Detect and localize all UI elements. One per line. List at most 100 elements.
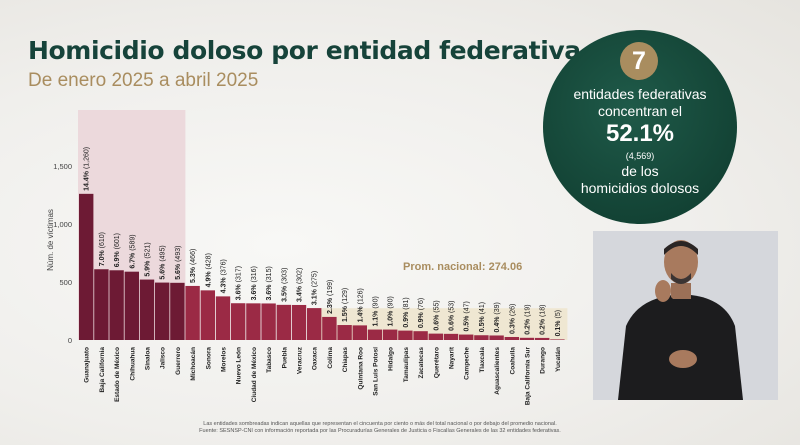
bar	[124, 271, 139, 340]
category-label: Sinaloa	[145, 347, 152, 371]
category-label: Tlaxcala	[479, 347, 486, 373]
interpreter-figure	[593, 231, 778, 400]
bar	[322, 316, 337, 340]
category-label: Querétaro	[433, 347, 440, 378]
bar	[489, 335, 504, 340]
bar-data-label: 0.1% (5)	[555, 310, 562, 336]
category-label: Zacatecas	[418, 347, 425, 379]
summary-line-4: homicidios dolosos	[580, 180, 700, 196]
summary-line-2: concentran el	[597, 103, 683, 119]
sign-language-interpreter-video	[593, 231, 778, 400]
bar-data-label: 5.9% (521)	[145, 242, 152, 276]
category-label: Ciudad de México	[251, 347, 258, 402]
bar-data-label: 0.5% (41)	[479, 302, 486, 332]
bar	[215, 296, 231, 340]
category-label: Sonora	[205, 347, 212, 370]
category-label: Aguascalientes	[494, 347, 501, 395]
bar	[383, 329, 398, 340]
category-label: Oaxaca	[312, 347, 319, 371]
bar	[535, 337, 550, 340]
bar	[155, 282, 170, 340]
bar-data-label: 4.3% (376)	[221, 259, 228, 293]
bar-data-label: 5.3% (466)	[190, 249, 197, 283]
category-label: Puebla	[281, 347, 288, 369]
category-label: Michoacán	[190, 347, 197, 381]
bar	[459, 334, 474, 340]
footnote-line-1: Las entidades sombreadas indican aquella…	[203, 421, 557, 427]
bar-data-label: 3.6% (317)	[236, 266, 243, 300]
bar-data-label: 4.9% (428)	[205, 253, 212, 287]
bar	[246, 303, 261, 340]
bar	[291, 304, 307, 340]
bar-data-label: 6.7% (589)	[129, 234, 136, 268]
bar-data-label: 0.4% (39)	[494, 302, 501, 332]
page-subtitle: De enero 2025 a abril 2025	[28, 70, 259, 91]
bar	[398, 330, 413, 340]
bar	[474, 335, 489, 340]
bar-data-label: 1.4% (126)	[357, 288, 364, 322]
category-label: Morelos	[221, 347, 228, 372]
bar-data-label: 0.6% (55)	[433, 300, 440, 330]
y-tick-label: 1,000	[53, 220, 72, 229]
category-label: Chihuahua	[129, 347, 136, 381]
category-label: Veracruz	[297, 346, 304, 374]
bar	[139, 279, 155, 340]
bar	[550, 339, 565, 340]
bar-data-label: 0.2% (19)	[525, 304, 532, 334]
category-label: Campeche	[464, 347, 471, 380]
category-label: Jalisco	[160, 347, 167, 369]
bar	[367, 329, 383, 340]
summary-line-3: de los	[621, 163, 659, 179]
category-label: Guerrero	[175, 347, 182, 375]
bar-data-label: 7.0% (610)	[99, 232, 106, 266]
bar	[109, 270, 124, 340]
page-title: Homicidio doloso por entidad federativa	[28, 36, 581, 65]
bar-data-label: 0.3% (26)	[509, 304, 516, 334]
bar	[261, 303, 276, 340]
category-label: Coahuila	[509, 347, 516, 375]
category-label: Yucatán	[555, 347, 562, 372]
category-label: Baja California	[99, 347, 106, 393]
bar	[94, 269, 109, 340]
bar	[307, 308, 322, 340]
bar	[276, 304, 291, 340]
bar	[79, 193, 94, 340]
bar-data-label: 0.6% (53)	[449, 300, 456, 330]
y-tick-label: 1,500	[53, 162, 72, 171]
category-label: Estado de México	[114, 347, 121, 402]
bar-data-label: 3.1% (275)	[312, 271, 319, 305]
y-axis-label: Núm. de víctimas	[46, 209, 55, 271]
category-label: San Luis Potosí	[373, 347, 380, 396]
category-label: Tamaulipas	[403, 347, 410, 383]
category-label: Baja California Sur	[525, 347, 532, 406]
category-label: Colima	[327, 347, 334, 369]
bar	[337, 325, 352, 340]
category-label: Chiapas	[342, 347, 349, 373]
summary-total: (4,569)	[625, 151, 655, 161]
bar	[428, 333, 443, 340]
bar-data-label: 3.4% (302)	[297, 268, 304, 302]
bar-data-label: 0.2% (18)	[540, 305, 547, 335]
bar	[352, 325, 367, 340]
bar	[413, 331, 428, 340]
bar-data-label: 5.6% (495)	[160, 245, 167, 279]
bar-data-label: 3.6% (316)	[251, 266, 258, 300]
summary-line-1: entidades federativas	[573, 86, 707, 102]
category-label: Guanajuato	[84, 347, 91, 383]
bar-data-label: 2.3% (199)	[327, 280, 334, 314]
category-label: Hidalgo	[388, 347, 395, 371]
bar	[200, 290, 215, 340]
bar-data-label: 1.5% (129)	[342, 288, 349, 322]
category-label: Durango	[540, 347, 547, 374]
footnote-line-2: Fuente: SESNSP-CNI con información repor…	[199, 428, 561, 434]
bar	[170, 282, 185, 340]
summary-percent: 52.1%	[605, 120, 675, 147]
bar	[504, 336, 519, 340]
bar-data-label: 3.5% (303)	[281, 268, 288, 302]
bar	[185, 285, 200, 340]
bar	[231, 303, 246, 340]
bar-data-label: 0.9% (81)	[403, 297, 410, 327]
bar-data-label: 1.0% (90)	[388, 296, 395, 326]
category-label: Quintana Roo	[357, 347, 364, 390]
